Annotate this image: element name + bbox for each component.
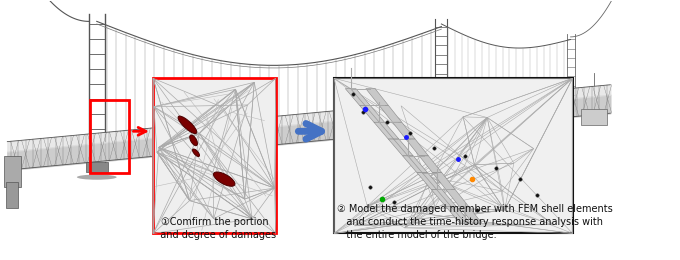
Polygon shape xyxy=(432,173,455,190)
Polygon shape xyxy=(379,106,402,122)
Ellipse shape xyxy=(428,135,455,139)
Polygon shape xyxy=(345,89,370,106)
Polygon shape xyxy=(459,206,482,223)
Bar xyxy=(432,126,450,134)
Polygon shape xyxy=(419,156,442,173)
Text: ①Comfirm the portion
  and degree of damages: ①Comfirm the portion and degree of damag… xyxy=(154,217,276,240)
Bar xyxy=(581,109,607,125)
Polygon shape xyxy=(374,122,399,139)
Ellipse shape xyxy=(214,172,235,186)
Polygon shape xyxy=(366,89,388,106)
Bar xyxy=(334,78,573,233)
Polygon shape xyxy=(360,106,385,122)
Polygon shape xyxy=(392,122,415,139)
Polygon shape xyxy=(417,173,442,190)
Polygon shape xyxy=(446,190,469,206)
Polygon shape xyxy=(431,190,456,206)
Bar xyxy=(4,156,20,187)
Ellipse shape xyxy=(77,174,117,180)
Bar xyxy=(6,182,18,207)
Bar xyxy=(90,100,129,173)
Polygon shape xyxy=(403,156,428,173)
Ellipse shape xyxy=(190,135,197,146)
Polygon shape xyxy=(445,206,471,223)
Bar xyxy=(153,78,275,233)
Ellipse shape xyxy=(178,116,197,134)
Polygon shape xyxy=(406,139,428,156)
Bar xyxy=(86,162,108,172)
Ellipse shape xyxy=(192,149,199,157)
Text: ② Model the damaged member with FEM shell elements
   and conduct the time-histo: ② Model the damaged member with FEM shel… xyxy=(337,204,613,240)
Polygon shape xyxy=(388,139,413,156)
